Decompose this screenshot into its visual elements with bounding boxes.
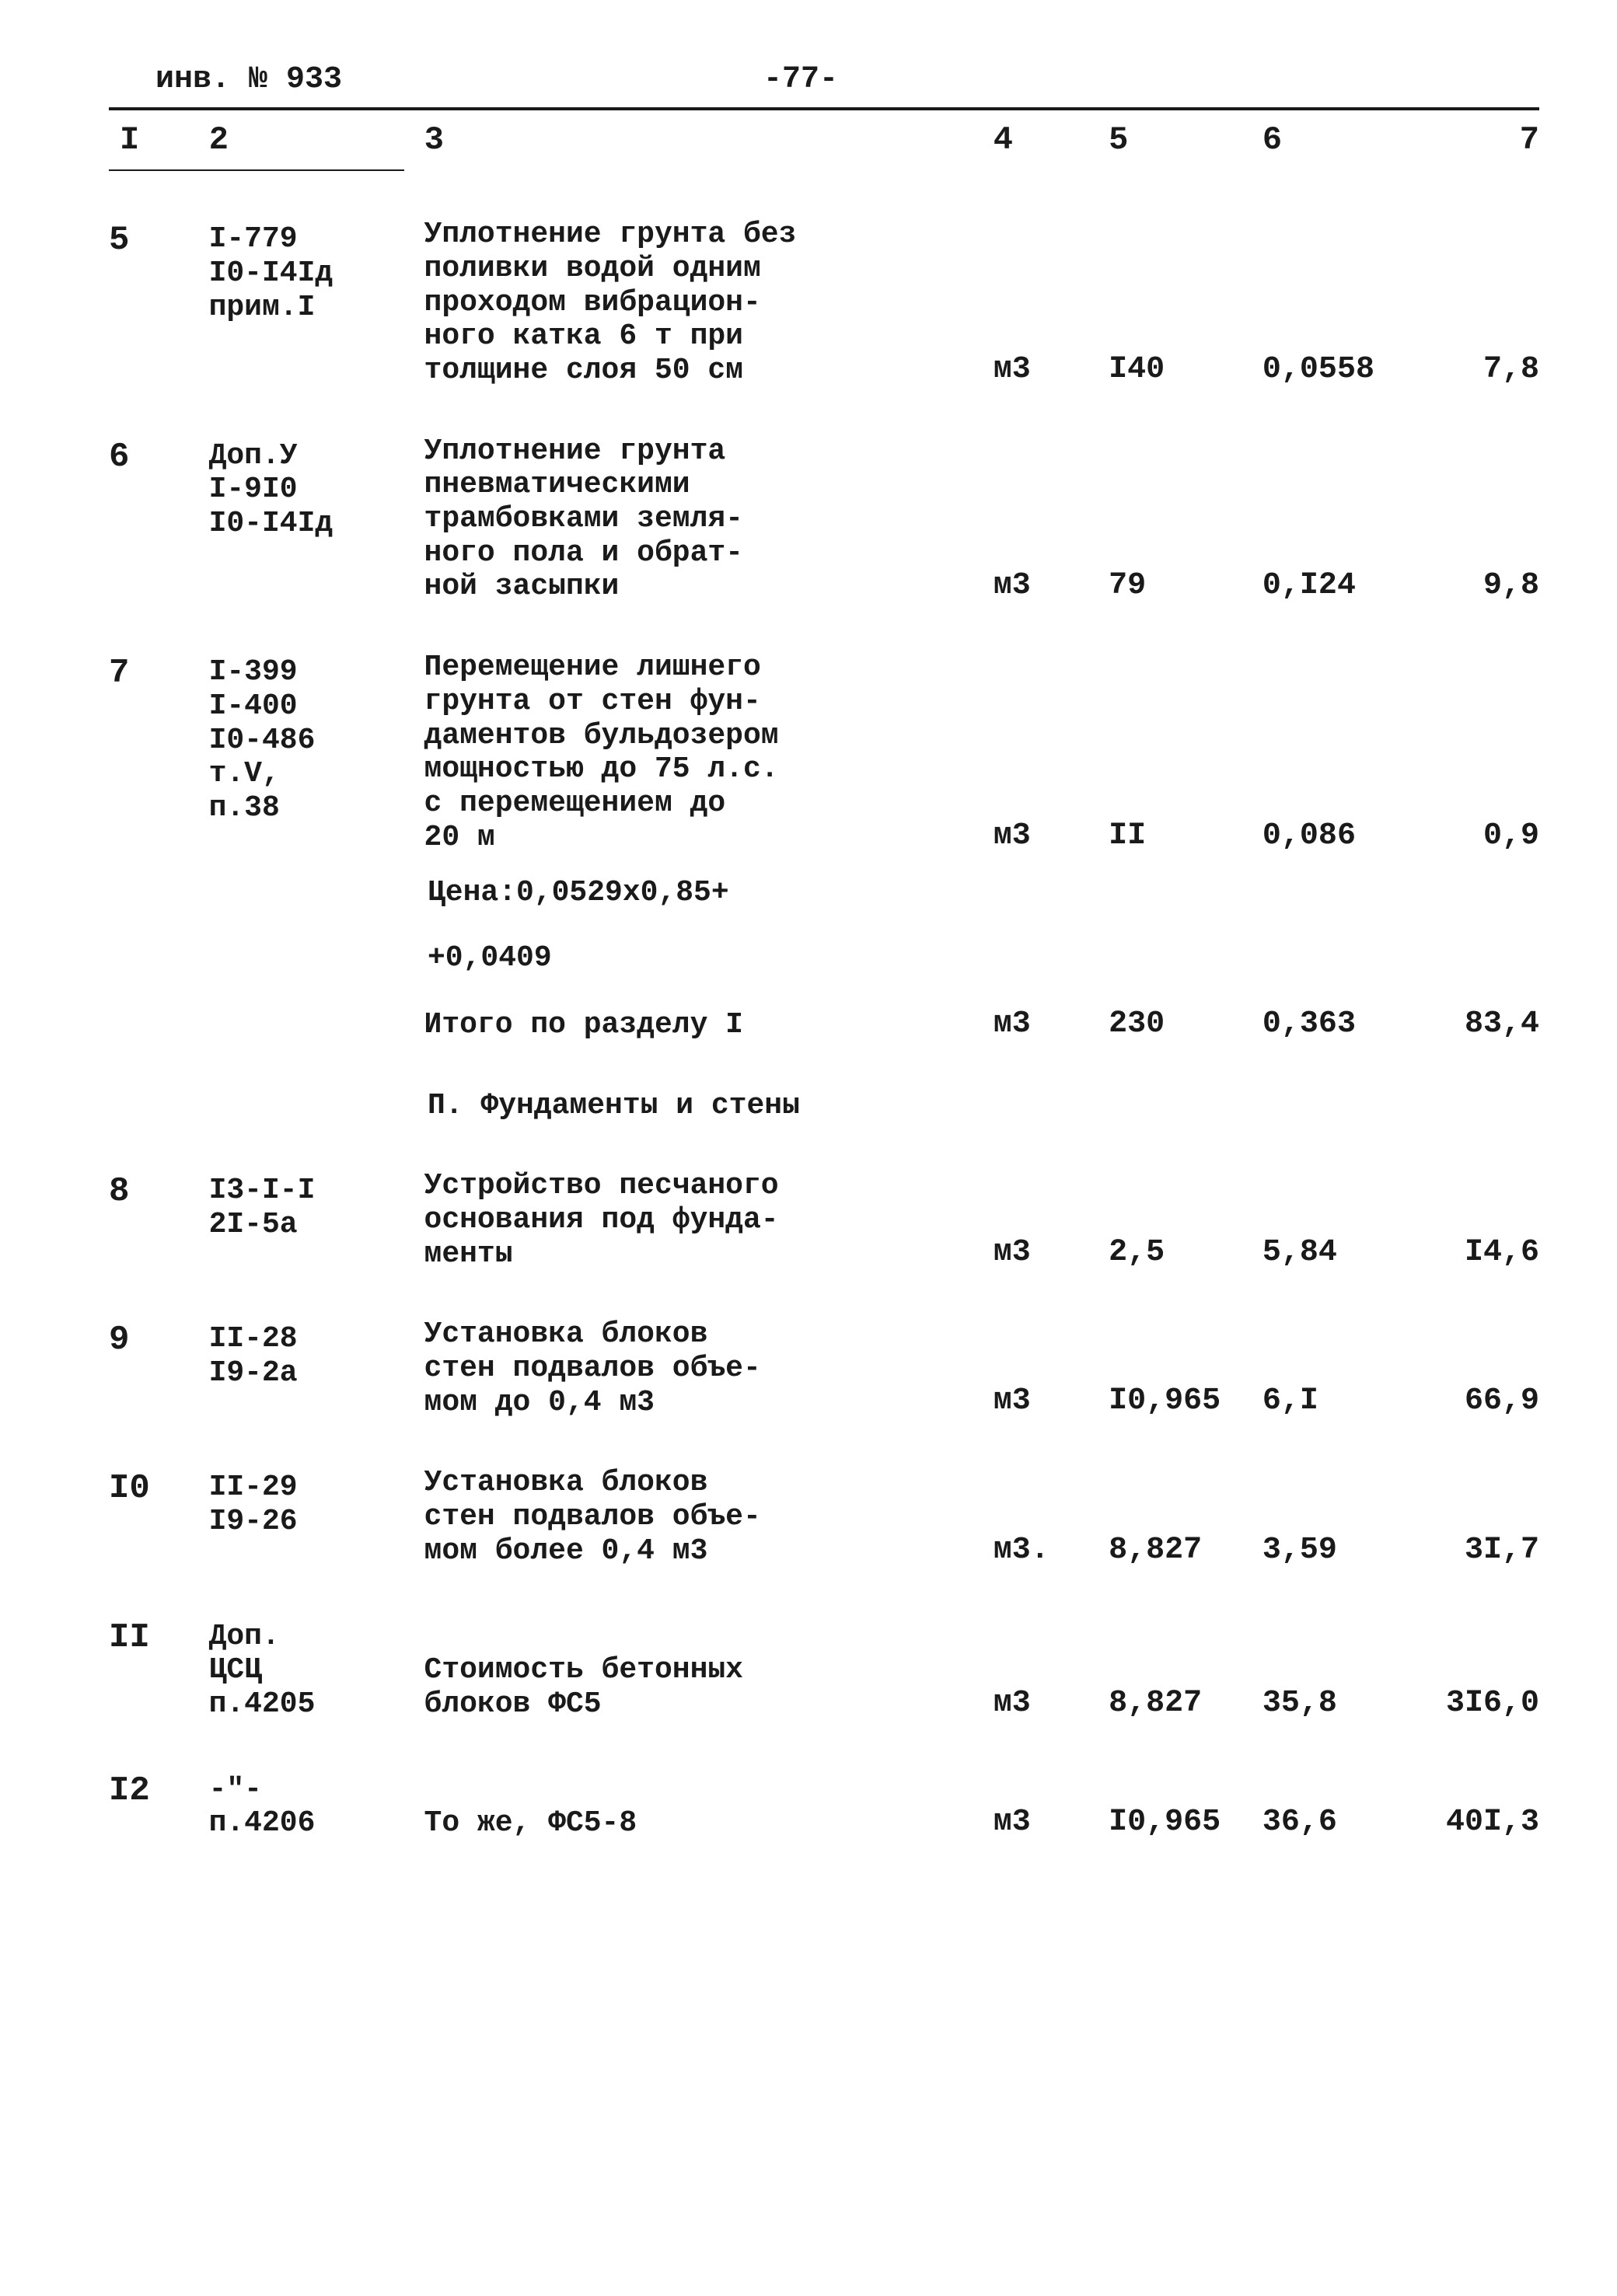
row-sum: 40I,3	[1439, 1805, 1539, 1841]
subtotal-row: Итого по разделу I м3 230 0,363 83,4	[109, 1007, 1539, 1042]
row-unit: м3	[994, 818, 1109, 854]
row-number: I0	[109, 1466, 209, 1509]
row-sum: I4,6	[1439, 1235, 1539, 1271]
row-price: 0,0558	[1263, 352, 1439, 388]
col-header-5: 5	[1109, 121, 1263, 159]
row-sum: 7,8	[1439, 352, 1539, 388]
row-number: I2	[109, 1768, 209, 1811]
row-price: 0,363	[1263, 1007, 1439, 1042]
row-code: Доп. ЦСЦ п.4205	[209, 1615, 424, 1722]
row-qty: 8,827	[1109, 1686, 1263, 1722]
row-code	[209, 1007, 424, 1011]
row-unit: м3	[994, 1007, 1109, 1042]
row-number	[109, 1007, 209, 1010]
row-description: Установка блоков стен подвалов объе- мом…	[424, 1466, 994, 1568]
row-qty: II	[1109, 818, 1263, 854]
row-description: Уплотнение грунта пневматическими трамбо…	[424, 434, 994, 604]
note-text: Цена:0,0529х0,85+	[428, 876, 729, 910]
row-code: Доп.У I-9I0 I0-I4Iд	[209, 434, 424, 541]
row-code: I-779 I0-I4Iд прим.I	[209, 218, 424, 324]
row-price: 35,8	[1263, 1686, 1439, 1722]
row-description: Перемещение лишнего грунта от стен фун- …	[424, 651, 994, 854]
row-sum: 9,8	[1439, 568, 1539, 604]
page-header: инв. № 933 -77-	[47, 62, 1570, 98]
table-row: 7 I-399 I-400 I0-486 т.V, п.38 Перемещен…	[109, 651, 1539, 854]
table-row: 6 Доп.У I-9I0 I0-I4Iд Уплотнение грунта …	[109, 434, 1539, 604]
row-qty: 230	[1109, 1007, 1263, 1042]
section-title-row: П. Фундаменты и стены	[109, 1089, 1539, 1123]
column-headers: I 2 3 4 5 6 7	[47, 110, 1570, 169]
row-qty: I0,965	[1109, 1384, 1263, 1419]
row-number: 9	[109, 1317, 209, 1360]
page-number: -77-	[763, 62, 838, 98]
price-note: Цена:0,0529х0,85+	[109, 876, 1539, 910]
table-row: 9 II-28 I9-2а Установка блоков стен подв…	[109, 1317, 1539, 1419]
row-number: 7	[109, 651, 209, 693]
row-unit: м3	[994, 568, 1109, 604]
row-description: Устройство песчаного основания под фунда…	[424, 1169, 994, 1271]
price-note: +0,0409	[109, 941, 1539, 975]
section-title: П. Фундаменты и стены	[428, 1089, 1003, 1123]
table-row: II Доп. ЦСЦ п.4205 Стоимость бетонных бл…	[109, 1615, 1539, 1722]
row-unit: м3	[994, 1235, 1109, 1271]
row-number: 6	[109, 434, 209, 477]
row-number: 5	[109, 218, 209, 260]
table-row: I0 II-29 I9-26 Установка блоков стен под…	[109, 1466, 1539, 1568]
row-sum: 83,4	[1439, 1007, 1539, 1042]
row-code: I-399 I-400 I0-486 т.V, п.38	[209, 651, 424, 825]
row-unit: м3.	[994, 1533, 1109, 1568]
row-description: Уплотнение грунта без поливки водой одни…	[424, 218, 994, 387]
row-unit: м3	[994, 1686, 1109, 1722]
table-body: 5 I-779 I0-I4Iд прим.I Уплотнение грунта…	[47, 218, 1570, 1841]
row-code: I3-I-I 2I-5а	[209, 1169, 424, 1241]
col-header-4: 4	[994, 121, 1109, 159]
table-row: I2 -"- п.4206 То же, ФС5-8 м3 I0,965 36,…	[109, 1768, 1539, 1841]
row-qty: I40	[1109, 352, 1263, 388]
subheader-rule	[109, 169, 404, 171]
col-header-7: 7	[1439, 121, 1539, 159]
row-price: 6,I	[1263, 1384, 1439, 1419]
row-price: 0,086	[1263, 818, 1439, 854]
col-header-3: 3	[424, 121, 994, 159]
row-code: -"- п.4206	[209, 1768, 424, 1841]
table-row: 8 I3-I-I 2I-5а Устройство песчаного осно…	[109, 1169, 1539, 1271]
col-header-2: 2	[209, 121, 424, 159]
row-sum: 66,9	[1439, 1384, 1539, 1419]
row-qty: 8,827	[1109, 1533, 1263, 1568]
table-row: 5 I-779 I0-I4Iд прим.I Уплотнение грунта…	[109, 218, 1539, 387]
col-header-1: I	[109, 121, 209, 159]
row-sum: 0,9	[1439, 818, 1539, 854]
row-qty: 79	[1109, 568, 1263, 604]
row-unit: м3	[994, 1805, 1109, 1841]
note-text: +0,0409	[428, 941, 552, 975]
row-unit: м3	[994, 352, 1109, 388]
row-description: Установка блоков стен подвалов объе- мом…	[424, 1317, 994, 1419]
row-price: 0,I24	[1263, 568, 1439, 604]
row-qty: I0,965	[1109, 1805, 1263, 1841]
row-code: II-29 I9-26	[209, 1466, 424, 1538]
row-description: То же, ФС5-8	[424, 1806, 994, 1841]
row-number: II	[109, 1615, 209, 1658]
row-number: 8	[109, 1169, 209, 1212]
inventory-number: инв. № 933	[155, 62, 342, 98]
row-sum: 3I,7	[1439, 1533, 1539, 1568]
row-unit: м3	[994, 1384, 1109, 1419]
row-price: 5,84	[1263, 1235, 1439, 1271]
row-price: 36,6	[1263, 1805, 1439, 1841]
row-qty: 2,5	[1109, 1235, 1263, 1271]
row-description: Стоимость бетонных блоков ФС5	[424, 1653, 994, 1721]
col-header-6: 6	[1263, 121, 1440, 159]
row-sum: 3I6,0	[1439, 1686, 1539, 1722]
row-price: 3,59	[1263, 1533, 1439, 1568]
row-code: II-28 I9-2а	[209, 1317, 424, 1390]
subtotal-label: Итого по разделу I	[424, 1008, 994, 1042]
